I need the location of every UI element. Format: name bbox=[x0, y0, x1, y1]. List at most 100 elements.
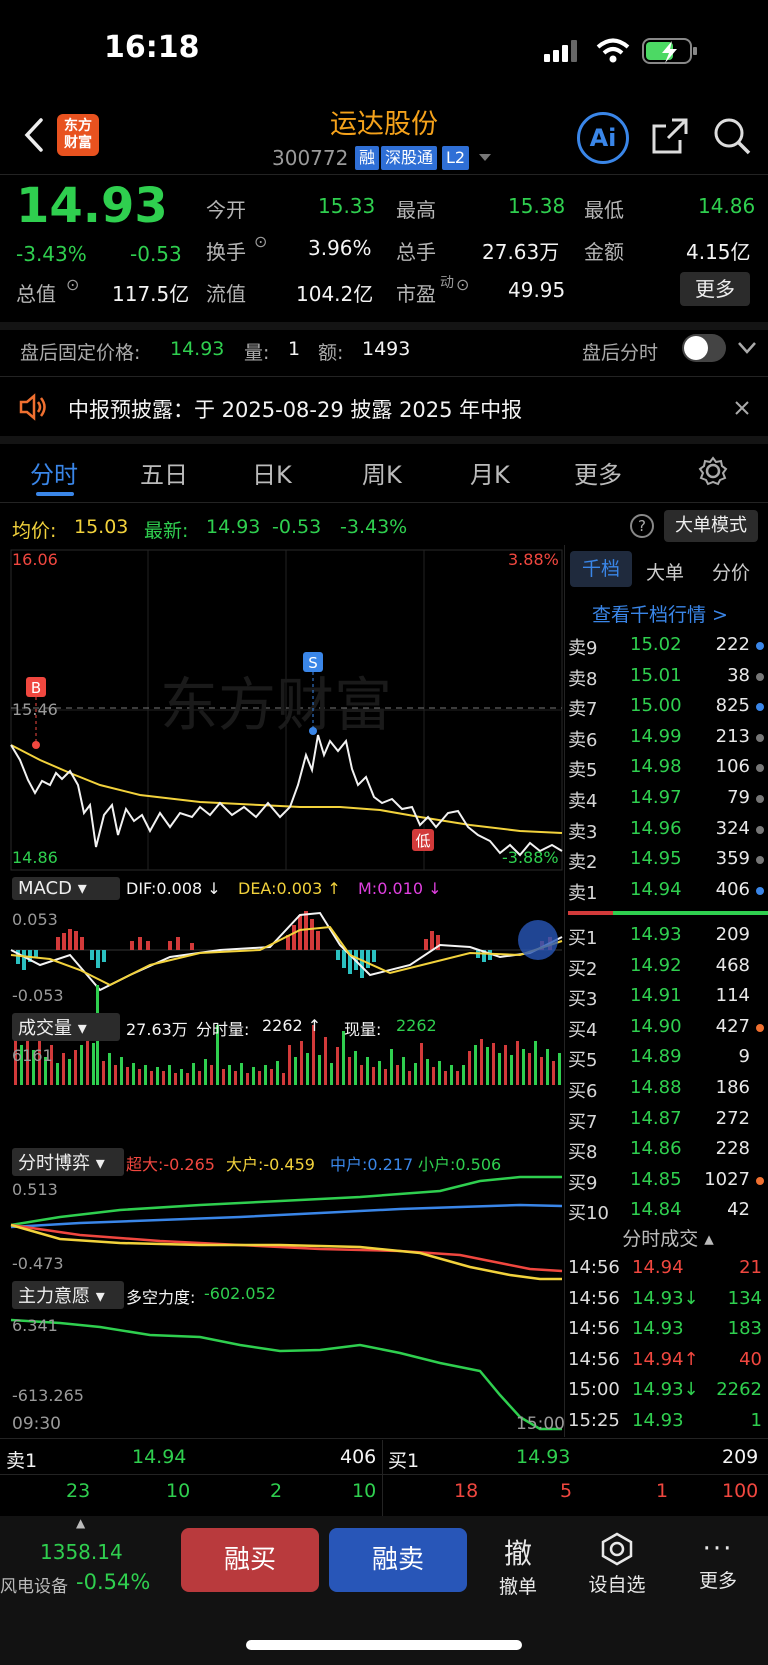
ai-button[interactable]: Ai bbox=[577, 112, 629, 164]
macd-selector[interactable]: MACD ▾ bbox=[12, 877, 120, 900]
home-indicator[interactable] bbox=[246, 1640, 522, 1650]
tab-five-day[interactable]: 五日 bbox=[140, 461, 188, 489]
sell-queue-1: 23 bbox=[66, 1480, 91, 1502]
game-selector[interactable]: 分时博弈 ▾ bbox=[12, 1148, 124, 1176]
sell-level-volume: 222 bbox=[715, 634, 750, 655]
trade-volume: 183 bbox=[727, 1318, 762, 1339]
trade-price: 14.93 bbox=[632, 1409, 684, 1431]
index-name[interactable]: 风电设备 bbox=[0, 1577, 68, 1597]
chevron-down-icon[interactable] bbox=[738, 342, 756, 354]
search-icon[interactable] bbox=[712, 116, 752, 156]
tab-month-k[interactable]: 月K bbox=[470, 461, 510, 489]
sell-level-price: 14.99 bbox=[630, 725, 682, 747]
big-order-mode-button[interactable]: 大单模式 bbox=[664, 510, 758, 542]
sell-level-row[interactable]: 卖8 15.01 38 bbox=[568, 662, 768, 692]
back-icon[interactable] bbox=[24, 118, 44, 152]
sell-level-row[interactable]: 卖3 14.96 324 bbox=[568, 815, 768, 845]
buy-level-row[interactable]: 买3 14.91 114 bbox=[568, 982, 768, 1012]
notice-text[interactable]: 中报预披露：于 2025-08-29 披露 2025 年中报 bbox=[68, 398, 523, 422]
sell-marker[interactable] bbox=[303, 652, 323, 672]
add-watchlist-button[interactable]: 设自选 bbox=[577, 1532, 657, 1597]
buy-level-price: 14.88 bbox=[630, 1077, 682, 1098]
sell-level-volume: 213 bbox=[715, 725, 750, 747]
trade-row: 14:56 14.93↓ 134 bbox=[568, 1285, 768, 1315]
buy-level-row[interactable]: 买1 14.93 209 bbox=[568, 921, 768, 951]
hexagon-icon bbox=[601, 1532, 633, 1566]
tab-big-order[interactable]: 大单 bbox=[646, 562, 685, 584]
main-force-label: 多空力度: bbox=[126, 1288, 196, 1307]
order-marker-dot bbox=[756, 672, 764, 681]
index-value[interactable]: 1358.14 bbox=[40, 1540, 123, 1564]
game-super-large: 超大:-0.265 bbox=[126, 1155, 215, 1174]
sell-level-row[interactable]: 卖2 14.95 359 bbox=[568, 845, 768, 875]
buy-level-row[interactable]: 买6 14.88 186 bbox=[568, 1074, 768, 1104]
after-hours-toggle[interactable] bbox=[682, 334, 726, 362]
float-value: 104.2亿 bbox=[296, 282, 374, 306]
sell-level-row[interactable]: 卖1 14.94 406 bbox=[568, 876, 768, 906]
info-icon[interactable]: ⊙ bbox=[456, 275, 470, 294]
buy-level-row[interactable]: 买7 14.87 272 bbox=[568, 1105, 768, 1135]
signal-icon bbox=[544, 40, 577, 62]
time-end: 15:00 bbox=[516, 1414, 565, 1434]
depth-link[interactable]: 查看千档行情 > bbox=[592, 604, 728, 626]
pe-sup: 动 bbox=[440, 275, 454, 291]
cancel-order-button[interactable]: 撤 撤单 bbox=[478, 1532, 558, 1599]
buy-level-row[interactable]: 买9 14.85 1027 bbox=[568, 1166, 768, 1196]
bottom-buy-vol: 209 bbox=[722, 1446, 759, 1468]
buy-sell-ratio-bar bbox=[568, 911, 768, 915]
gear-icon[interactable] bbox=[698, 456, 728, 486]
tab-depth[interactable]: 千档 bbox=[570, 551, 632, 587]
more-dots-icon: ··· bbox=[702, 1534, 734, 1564]
tab-price-dist[interactable]: 分价 bbox=[712, 562, 751, 584]
sell-level-row[interactable]: 卖9 15.02 222 bbox=[568, 631, 768, 661]
trades-title[interactable]: 分时成交 ▴ bbox=[622, 1228, 714, 1250]
buy-level-label: 买2 bbox=[568, 958, 598, 980]
main-force-selector[interactable]: 主力意愿 ▾ bbox=[12, 1281, 124, 1309]
buy-level-row[interactable]: 买4 14.90 427 bbox=[568, 1013, 768, 1043]
sell-level-volume: 106 bbox=[715, 756, 750, 778]
buy-level-price: 14.93 bbox=[630, 924, 682, 945]
tab-more[interactable]: 更多 bbox=[574, 461, 622, 489]
collapse-icon[interactable]: ▲ bbox=[76, 1516, 86, 1530]
trade-price: 14.93↓ bbox=[632, 1287, 699, 1309]
buy-marker[interactable] bbox=[26, 677, 46, 697]
cancel-icon: 撤 bbox=[503, 1537, 532, 1570]
sell-level-volume: 359 bbox=[715, 848, 750, 870]
sell-level-price: 15.02 bbox=[630, 634, 682, 655]
last-price: 14.93 bbox=[16, 178, 168, 234]
share-icon[interactable] bbox=[650, 116, 690, 156]
close-icon[interactable] bbox=[734, 400, 750, 416]
sell-level-row[interactable]: 卖6 14.99 213 bbox=[568, 723, 768, 753]
more-menu-button[interactable]: ··· 更多 bbox=[678, 1532, 758, 1593]
buy-level-row[interactable]: 买2 14.92 468 bbox=[568, 952, 768, 982]
buy-level-row[interactable]: 买5 14.89 9 bbox=[568, 1043, 768, 1073]
buy-level-row[interactable]: 买10 14.84 42 bbox=[568, 1196, 768, 1226]
sell-level-row[interactable]: 卖5 14.98 106 bbox=[568, 753, 768, 783]
sell-level-price: 14.96 bbox=[630, 817, 682, 839]
sell-level-row[interactable]: 卖4 14.97 79 bbox=[568, 784, 768, 814]
tab-timeshare[interactable]: 分时 bbox=[30, 461, 78, 489]
trade-price: 14.94↑ bbox=[632, 1348, 699, 1370]
low-marker[interactable] bbox=[412, 829, 434, 851]
margin-buy-button[interactable]: 融买 bbox=[181, 1528, 319, 1592]
info-icon[interactable]: ⊙ bbox=[66, 275, 80, 294]
volume-selector[interactable]: 成交量 ▾ bbox=[12, 1013, 120, 1041]
price-line bbox=[10, 734, 563, 857]
info-icon[interactable]: ⊙ bbox=[254, 232, 268, 251]
sell-level-label: 卖9 bbox=[568, 638, 598, 659]
tab-day-k[interactable]: 日K bbox=[252, 461, 292, 489]
sell-level-row[interactable]: 卖7 15.00 825 bbox=[568, 692, 768, 722]
tab-week-k[interactable]: 周K bbox=[362, 461, 402, 489]
more-quote-button[interactable]: 更多 bbox=[680, 272, 750, 306]
battery-icon bbox=[642, 38, 697, 64]
trade-row: 15:25 14.93 1 bbox=[568, 1407, 768, 1437]
sell-level-price: 14.97 bbox=[630, 787, 682, 808]
chevron-down-icon[interactable] bbox=[478, 153, 492, 163]
help-icon[interactable]: ? bbox=[630, 514, 654, 538]
pe-label: 市盈 bbox=[396, 282, 436, 306]
expand-icon[interactable] bbox=[518, 920, 558, 960]
margin-sell-button[interactable]: 融卖 bbox=[329, 1528, 467, 1592]
index-pct[interactable]: -0.54% bbox=[76, 1570, 151, 1594]
buy-level-row[interactable]: 买8 14.86 228 bbox=[568, 1135, 768, 1165]
volume-top: 6161 bbox=[12, 1046, 53, 1065]
